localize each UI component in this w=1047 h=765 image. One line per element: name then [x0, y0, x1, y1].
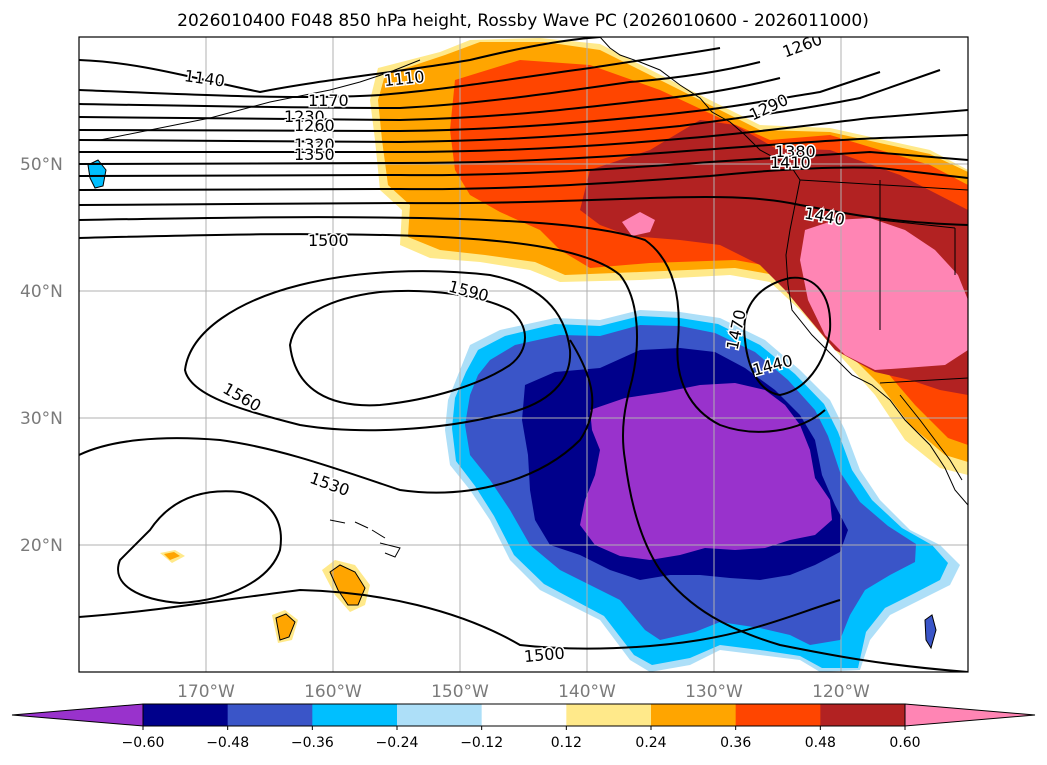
colorbar-tick-label: −0.60 — [122, 735, 165, 751]
contour-1290 — [79, 69, 941, 144]
contour-1500 — [79, 233, 968, 672]
contour-1440 — [79, 195, 968, 226]
lon-label-130W: 130°W — [685, 682, 743, 702]
coast-alaska — [599, 37, 801, 181]
contour-label: 1260 — [294, 116, 335, 135]
colorbar-tick-label: 0.48 — [805, 735, 836, 751]
colorbar-ticks: −0.60 −0.48 −0.36 −0.24 −0.12 0.12 0.24 0.36 0.4… — [122, 726, 921, 751]
colorbar-extend-high — [904, 703, 1036, 727]
colorbar-tick-label: 0.24 — [635, 735, 666, 751]
colorbar-tick-label: 0.12 — [551, 735, 582, 751]
fill-level-neg0.60 — [580, 383, 832, 560]
contour-1470 — [79, 216, 826, 433]
coastlines — [87, 37, 968, 650]
lat-label-40N: 40°N — [20, 282, 63, 302]
coast-hawaii — [329, 519, 401, 558]
island-outline-3 — [87, 159, 107, 189]
fill-small-blue-west — [88, 160, 106, 188]
border-us-mexico — [879, 377, 968, 384]
colorbar-swatches — [11, 703, 1036, 727]
contour-label: 1410 — [770, 153, 811, 172]
contour-label: 1500 — [308, 231, 349, 250]
lon-label-170W: 170°W — [177, 682, 235, 702]
contour-1530-inner — [117, 490, 282, 605]
lon-label-140W: 140°W — [558, 682, 616, 702]
contour-label: 1320 — [294, 135, 335, 154]
fill-level-0.60-small — [622, 212, 655, 236]
contour-1320 — [79, 109, 968, 154]
colorbar-tick-label: 0.36 — [720, 735, 751, 751]
contour-1560 — [183, 270, 572, 432]
contour-label: 1350 — [294, 145, 335, 164]
negative-anomaly-fill — [88, 160, 960, 672]
colorbar-bin — [143, 704, 229, 726]
latitude-labels: 50°N 40°N 30°N 20°N — [20, 155, 63, 556]
lon-label-160W: 160°W — [304, 682, 362, 702]
colorbar-bin — [566, 704, 652, 726]
colorbar-extend-low — [11, 703, 144, 727]
lon-label-150W: 150°W — [431, 682, 489, 702]
contour-1230 — [79, 77, 781, 122]
island-outline-2 — [275, 613, 296, 641]
colorbar-bin — [820, 704, 906, 726]
positive-anomaly-fill — [160, 38, 968, 643]
colorbar-bin — [227, 704, 313, 726]
colorbar-bin — [312, 704, 398, 726]
contour-label: 1500 — [523, 644, 565, 666]
fill-small-2-orange — [164, 552, 180, 560]
colorbar-bin — [481, 704, 567, 726]
longitude-labels: 170°W 160°W 150°W 140°W 130°W 120°W — [177, 682, 870, 702]
contour-1590 — [288, 289, 526, 407]
map-area: 1140 1110 1170 1230 1260 1320 1350 1290 … — [79, 37, 968, 672]
colorbar: −0.60 −0.48 −0.36 −0.24 −0.12 0.12 0.24 0.36 0.4… — [11, 703, 1036, 751]
border-us-canada — [799, 179, 968, 191]
colorbar-tick-label: −0.12 — [460, 735, 503, 751]
colorbar-tick-label: −0.24 — [376, 735, 419, 751]
contour-label: 1380 — [775, 142, 816, 161]
contour-1170 — [79, 47, 721, 99]
map-frame — [78, 36, 969, 673]
lat-label-30N: 30°N — [20, 409, 63, 429]
contour-1440-low — [743, 276, 832, 397]
coast-baja — [899, 394, 963, 481]
colorbar-tick-label: −0.48 — [206, 735, 249, 751]
colorbar-tick-label: 0.60 — [889, 735, 920, 751]
contour-1140 — [79, 37, 601, 94]
contour-1260 — [79, 71, 881, 133]
contour-label: 1170 — [308, 91, 349, 110]
lon-label-120W: 120°W — [812, 682, 870, 702]
chart-title: 2026010400 F048 850 hPa height, Rossby W… — [177, 11, 869, 31]
contour-1200 — [79, 61, 761, 110]
contour-1410 — [79, 166, 968, 191]
colorbar-bin — [651, 704, 737, 726]
contour-1350 — [79, 134, 968, 165]
lat-label-50N: 50°N — [20, 155, 63, 175]
colorbar-bin — [735, 704, 821, 726]
colorbar-frame — [142, 703, 906, 727]
contour-1380 — [79, 150, 968, 177]
colorbar-bin — [397, 704, 483, 726]
island-outline-4 — [924, 614, 937, 650]
colorbar-tick-label: −0.36 — [291, 735, 334, 751]
contour-1530 — [79, 339, 594, 494]
contour-label: 1230 — [284, 107, 325, 126]
height-contours — [79, 37, 968, 672]
border-states — [879, 180, 956, 330]
coast-westcoast — [785, 179, 968, 506]
lat-label-20N: 20°N — [20, 536, 63, 556]
fill-level-0.60-main — [800, 218, 968, 370]
contour-1500-south — [79, 588, 841, 650]
